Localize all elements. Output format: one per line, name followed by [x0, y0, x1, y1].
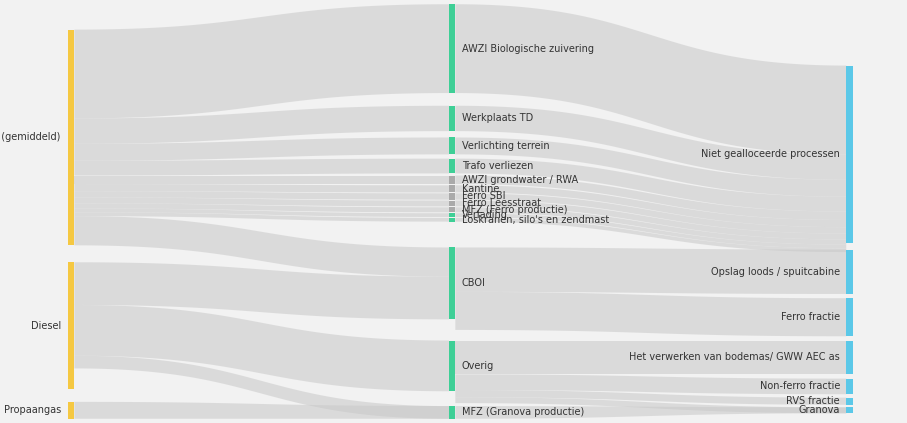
- Text: Trafo verliezen: Trafo verliezen: [462, 161, 533, 171]
- Polygon shape: [74, 198, 449, 206]
- Polygon shape: [74, 137, 449, 161]
- Polygon shape: [455, 4, 846, 154]
- Polygon shape: [74, 216, 449, 277]
- Polygon shape: [74, 4, 449, 118]
- Polygon shape: [455, 341, 846, 374]
- Polygon shape: [74, 176, 449, 184]
- Polygon shape: [455, 193, 846, 233]
- Bar: [449, 159, 455, 173]
- Text: Ferro Leesstraat: Ferro Leesstraat: [462, 198, 541, 209]
- Bar: [846, 407, 853, 413]
- Text: Granova: Granova: [798, 405, 840, 415]
- Bar: [449, 106, 455, 131]
- Bar: [449, 4, 455, 93]
- Polygon shape: [74, 203, 449, 212]
- Text: Ferro SBI: Ferro SBI: [462, 192, 505, 201]
- Polygon shape: [74, 262, 449, 319]
- Bar: [846, 298, 853, 336]
- Polygon shape: [74, 305, 449, 391]
- Text: Grijze stroom (gemiddeld): Grijze stroom (gemiddeld): [0, 132, 61, 143]
- Polygon shape: [455, 106, 846, 180]
- Bar: [449, 213, 455, 217]
- Polygon shape: [74, 159, 449, 176]
- Polygon shape: [74, 184, 449, 192]
- Polygon shape: [74, 106, 449, 144]
- Bar: [846, 379, 853, 394]
- Text: Werkplaats TD: Werkplaats TD: [462, 113, 533, 124]
- Bar: [846, 341, 853, 374]
- Text: RVS fractie: RVS fractie: [786, 396, 840, 406]
- Bar: [449, 193, 455, 200]
- Text: Kantine: Kantine: [462, 184, 499, 194]
- Bar: [449, 137, 455, 154]
- Bar: [449, 406, 455, 419]
- Bar: [846, 66, 853, 243]
- Text: MFZ (Ferro productie): MFZ (Ferro productie): [462, 205, 567, 215]
- Bar: [449, 185, 455, 192]
- Text: Overig: Overig: [462, 361, 494, 371]
- Bar: [449, 341, 455, 391]
- Bar: [449, 176, 455, 184]
- Bar: [68, 402, 74, 419]
- Bar: [449, 201, 455, 206]
- Text: Propaangas: Propaangas: [4, 405, 61, 415]
- Text: Het verwerken van bodemas/ GWW AEC as: Het verwerken van bodemas/ GWW AEC as: [629, 352, 840, 363]
- Bar: [449, 218, 455, 222]
- Polygon shape: [455, 218, 846, 252]
- Polygon shape: [74, 191, 449, 200]
- Text: Diesel: Diesel: [31, 321, 61, 331]
- Polygon shape: [455, 247, 846, 294]
- Polygon shape: [455, 374, 846, 394]
- Polygon shape: [74, 212, 449, 222]
- Polygon shape: [455, 201, 846, 239]
- Bar: [68, 30, 74, 245]
- Text: Verlading: Verlading: [462, 210, 508, 220]
- Text: CBOI: CBOI: [462, 278, 485, 288]
- Polygon shape: [74, 402, 449, 419]
- Text: Ferro fractie: Ferro fractie: [781, 312, 840, 322]
- Polygon shape: [455, 185, 846, 227]
- Polygon shape: [455, 159, 846, 212]
- Bar: [68, 262, 74, 389]
- Polygon shape: [455, 137, 846, 197]
- Text: Opslag loods / spuitcabine: Opslag loods / spuitcabine: [711, 267, 840, 277]
- Polygon shape: [455, 207, 846, 244]
- Polygon shape: [455, 213, 846, 248]
- Text: Verlichting terrein: Verlichting terrein: [462, 141, 550, 151]
- Bar: [449, 247, 455, 319]
- Text: Non-ferro fractie: Non-ferro fractie: [759, 382, 840, 391]
- Polygon shape: [455, 390, 846, 405]
- Polygon shape: [455, 292, 846, 336]
- Text: MFZ (Granova productie): MFZ (Granova productie): [462, 407, 584, 418]
- Polygon shape: [74, 209, 449, 217]
- Polygon shape: [74, 356, 449, 419]
- Bar: [846, 398, 853, 405]
- Bar: [846, 250, 853, 294]
- Text: Niet gealloceerde processen: Niet gealloceerde processen: [701, 149, 840, 159]
- Text: AWZI Biologische zuivering: AWZI Biologische zuivering: [462, 44, 594, 54]
- Text: AWZI grondwater / RWA: AWZI grondwater / RWA: [462, 175, 578, 185]
- Bar: [449, 207, 455, 212]
- Polygon shape: [455, 176, 846, 220]
- Polygon shape: [455, 397, 846, 413]
- Polygon shape: [455, 406, 846, 419]
- Text: Loskranen, silo's en zendmast: Loskranen, silo's en zendmast: [462, 215, 609, 225]
